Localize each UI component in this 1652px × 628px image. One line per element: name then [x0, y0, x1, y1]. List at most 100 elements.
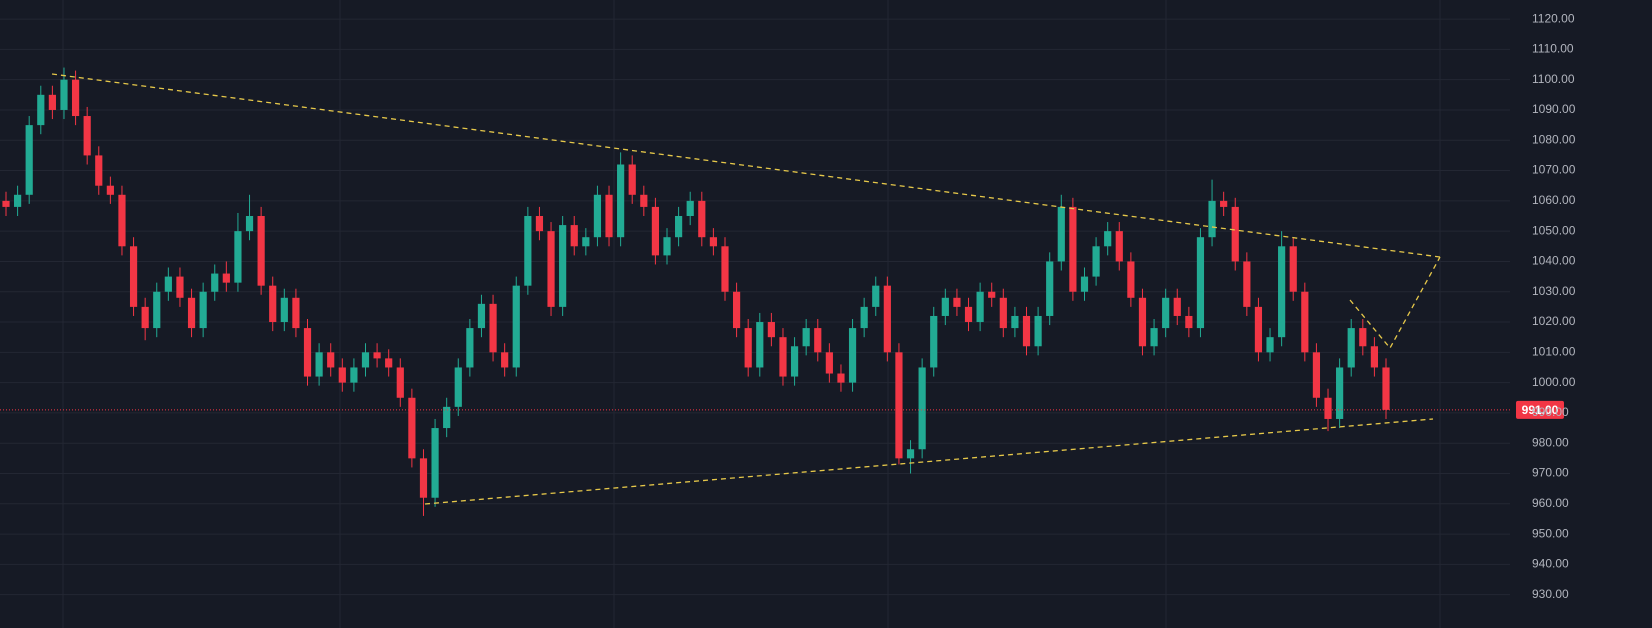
candle-body	[1138, 297, 1147, 347]
candle-body	[141, 306, 149, 329]
candle-body	[118, 194, 126, 247]
candle-body	[187, 297, 196, 329]
last-price: 991.00	[0, 400, 1564, 419]
candle-body	[280, 297, 288, 323]
candle-body	[524, 215, 532, 286]
candle-body	[454, 367, 462, 407]
candle-body	[906, 449, 915, 459]
candle-body	[327, 352, 335, 368]
y-tick-label: 940.00	[1532, 557, 1569, 571]
candle-body	[373, 352, 381, 359]
last-price-box	[1516, 400, 1564, 419]
candle-body	[129, 246, 138, 307]
candle-body	[95, 155, 103, 186]
candle-body	[1324, 397, 1332, 419]
candle-body	[489, 303, 497, 353]
y-tick-label: 950.00	[1532, 526, 1569, 540]
candle-body	[176, 276, 184, 298]
y-tick-label: 970.00	[1532, 466, 1569, 480]
trend-line-lower	[424, 418, 1434, 505]
candle-body	[686, 200, 694, 216]
y-axis: 1120.00 1110.00 1100.00 1090.00 1080.00 1070.…	[1532, 11, 1576, 601]
candle-body	[535, 215, 544, 232]
candle-body	[837, 373, 845, 383]
candle-body	[1382, 367, 1390, 410]
candle-body	[153, 291, 161, 329]
candle-body	[1196, 237, 1205, 329]
candle-body	[1022, 315, 1031, 347]
candle-body	[964, 306, 973, 323]
candle-body	[640, 194, 648, 207]
y-tick-label: 1040.00	[1532, 254, 1576, 268]
candle-body	[408, 397, 416, 459]
candle-body	[1347, 328, 1355, 368]
candle-body	[48, 94, 56, 110]
candle-body	[582, 237, 590, 247]
candle-body	[1231, 206, 1239, 262]
candle-body	[1312, 352, 1321, 398]
candle-body	[164, 276, 172, 292]
candle-body	[1266, 337, 1274, 353]
y-tick-label: 1090.00	[1532, 102, 1576, 116]
candle-body	[1370, 346, 1378, 368]
candle-body	[617, 164, 625, 238]
candle-body	[802, 328, 810, 347]
candle-body	[779, 337, 787, 377]
candle-body	[1243, 261, 1251, 307]
candle-body	[1069, 206, 1077, 292]
y-tick-label: 1050.00	[1532, 223, 1576, 237]
y-tick-label: 1000.00	[1532, 375, 1576, 389]
candle-body	[1359, 328, 1367, 347]
candle-body	[767, 322, 775, 338]
y-tick-label: 1120.00	[1532, 11, 1575, 25]
candle-body	[245, 215, 254, 232]
candle-body	[999, 297, 1007, 329]
candle-body	[385, 358, 393, 368]
y-tick-label: 980.00	[1532, 435, 1569, 449]
y-tick-label: 1010.00	[1532, 344, 1576, 358]
candle-body	[25, 125, 33, 195]
candles	[2, 67, 1390, 516]
candle-body	[814, 328, 822, 353]
candle-body	[1301, 291, 1309, 353]
candle-body	[895, 352, 903, 459]
candle-body	[1011, 315, 1019, 329]
candle-body	[199, 291, 207, 329]
candle-body	[338, 367, 346, 383]
candle-body	[721, 246, 729, 292]
candle-body	[222, 273, 230, 283]
y-tick-label: 1110.00	[1532, 42, 1574, 56]
candle-body	[675, 215, 683, 238]
candle-body	[848, 328, 857, 383]
candle-body	[628, 164, 636, 195]
candle-body	[756, 322, 764, 368]
candle-body	[303, 328, 312, 377]
candle-body	[790, 346, 799, 377]
candle-body	[315, 352, 323, 377]
candle-body	[709, 237, 717, 247]
y-tick-label: 1030.00	[1532, 284, 1576, 298]
candle-body	[547, 231, 555, 307]
candle-body	[953, 297, 961, 307]
candle-body	[350, 367, 358, 383]
candle-body	[257, 215, 265, 286]
candle-body	[732, 291, 741, 329]
candle-body	[269, 285, 277, 323]
candle-body	[83, 116, 91, 156]
y-tick-label: 930.00	[1532, 587, 1569, 601]
candle-body	[918, 367, 926, 450]
candle-body	[883, 285, 891, 353]
candle-body	[1162, 297, 1170, 329]
candle-body	[976, 291, 984, 323]
candle-body	[60, 79, 68, 110]
candle-body	[1150, 328, 1158, 347]
projection-line	[1349, 256, 1441, 350]
candle-body	[292, 297, 300, 329]
candle-body	[106, 185, 114, 195]
candle-body	[559, 225, 567, 307]
candle-body	[872, 285, 880, 307]
horizontal-grid	[0, 18, 1510, 596]
candle-body	[988, 291, 996, 298]
last-price-label: 991.00	[1522, 403, 1559, 417]
